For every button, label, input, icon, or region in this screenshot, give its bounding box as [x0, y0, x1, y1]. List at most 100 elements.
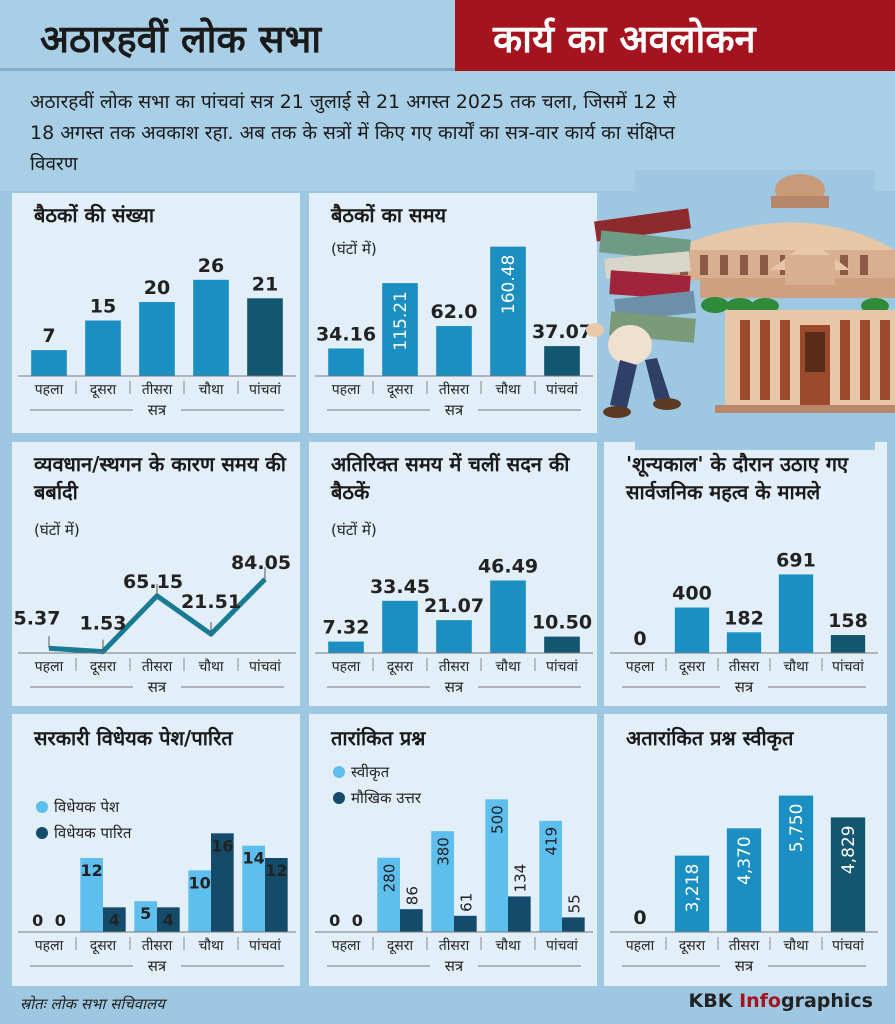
chart-zero-hour: 0 400 182 691 158 पहला दूसरा तीसरा चौथा पांचवां सत… [610, 549, 878, 696]
bar [139, 302, 175, 376]
data-label: 400 [672, 583, 712, 605]
tick-label: पांचवां [249, 659, 281, 675]
bar [454, 915, 477, 932]
bar [265, 858, 288, 932]
chart-unit: (घंटों में) [331, 240, 377, 258]
brand-info: Info [739, 990, 781, 1012]
panel-extra-hours: अतिरिक्त समय में चलीं सदन की बैठकें (घंट… [309, 442, 597, 706]
data-label: 21.07 [424, 595, 484, 617]
tick-label: पहला [35, 659, 64, 675]
bar [436, 620, 472, 653]
chart-title: अतिरिक्त समय में चलीं सदन की बैठकें [331, 452, 570, 504]
bar [134, 901, 157, 932]
bar [544, 346, 580, 376]
parliament-illustration [586, 170, 895, 450]
data-label: 4,370 [735, 836, 755, 885]
data-label: 62.0 [431, 301, 478, 323]
tick-label: पांचवां [249, 382, 281, 398]
data-label: 21.51 [181, 591, 241, 613]
bar [377, 857, 400, 932]
data-label: 20 [144, 277, 170, 299]
data-label: 3,218 [683, 864, 703, 913]
tick-label: पांचवां [546, 382, 578, 398]
bar [193, 279, 229, 376]
bar [778, 574, 814, 653]
panel-unstarred-questions: अतारांकित प्रश्न स्वीकृत 0 3,218 4,370 5,75… [604, 714, 887, 986]
tick-label: पांचवां [832, 938, 864, 954]
bar [674, 855, 710, 932]
data-label: 4 [163, 910, 174, 929]
data-label: 21 [252, 273, 278, 295]
x-axis-label: सत्र [735, 678, 754, 696]
tick-label: दूसरा [387, 938, 414, 955]
bar [80, 858, 103, 932]
chart-title: बैठकों का समय [331, 203, 447, 227]
tick-label: चौथा [198, 381, 223, 398]
tick-label: पहला [626, 938, 655, 954]
data-label: 55 [565, 894, 583, 913]
data-label: 16 [211, 836, 233, 855]
tick-label: पहला [332, 382, 361, 398]
chart-sitting-hours: 34.16 115.21 62.0 160.48 37.07 पहला दूसरा तीसरा… [315, 246, 593, 419]
panel-sitting-hours: बैठकों का समय (घंटों में) 34.16 115.21 62.… [309, 193, 597, 433]
bar [211, 833, 234, 932]
header-right: कार्य का अवलोकन [455, 0, 895, 71]
data-label: 33.45 [370, 576, 430, 598]
tick-label: तीसरा [439, 937, 470, 954]
data-label: 15 [90, 296, 116, 318]
panel-zero-hour: 'शून्यकाल' के दौरान उठाए गए सार्वजनिक मह… [604, 442, 887, 706]
legend-swatch [36, 827, 48, 839]
tick-label: पहला [35, 938, 64, 954]
bar [436, 326, 472, 376]
bar [726, 828, 762, 932]
tick-label: चौथा [495, 937, 520, 954]
tick-label: दूसरा [90, 938, 117, 955]
tick-label: पहला [626, 659, 655, 675]
bar [830, 817, 866, 932]
tick-label: चौथा [783, 658, 808, 675]
panel-starred-questions: तारांकित प्रश्न स्वीकृत 0 280 380 500 419 मौखि… [309, 714, 597, 986]
tick-label: दूसरा [387, 659, 414, 676]
tick-label: चौथा [783, 937, 808, 954]
bar [508, 896, 531, 932]
data-label: 380 [435, 837, 453, 866]
data-label: 10 [189, 873, 211, 892]
chart-title: व्यवधान/स्थगन के कारण समय की बर्बादी [34, 452, 286, 504]
chart-title: अतारांकित प्रश्न स्वीकृत [626, 726, 794, 750]
tick-label: तीसरा [439, 658, 470, 675]
bar [726, 632, 762, 653]
legend-swatch [333, 766, 345, 778]
header-left: अठारहवीं लोक सभा [0, 0, 455, 71]
tick-label: पांचवां [546, 659, 578, 675]
legend-swatch [333, 792, 345, 804]
data-label: 7.32 [323, 617, 370, 639]
data-label: 134 [511, 864, 529, 893]
chart-unit: (घंटों में) [34, 521, 80, 539]
tick-label: दूसरा [679, 659, 706, 676]
legend-label: मौखिक उत्तर [351, 789, 422, 807]
data-label: 5.37 [14, 607, 61, 629]
data-label: 182 [724, 607, 764, 629]
chart-unstarred-questions: 0 3,218 4,370 5,750 4,829 पहला दूसरा तीसरा चौथा प… [610, 795, 878, 975]
data-label: 5,750 [787, 804, 807, 853]
data-label: 0 [55, 911, 66, 930]
bar [103, 907, 126, 932]
data-label: 0 [352, 911, 363, 930]
bar [328, 641, 364, 653]
x-axis-label: सत्र [735, 957, 754, 975]
bar [247, 298, 283, 376]
data-label: 280 [381, 864, 399, 893]
data-label: 86 [403, 886, 421, 905]
bar [490, 580, 526, 653]
data-label: 34.16 [316, 323, 376, 345]
header-right-title: कार्य का अवलोकन [493, 17, 756, 61]
chart-title: बैठकों की संख्या [34, 203, 155, 227]
bar [382, 600, 418, 653]
data-label: 500 [489, 805, 507, 834]
tick-label: तीसरा [142, 658, 173, 675]
data-label: 158 [828, 610, 868, 632]
bar [328, 348, 364, 376]
chart-unit: (घंटों में) [331, 521, 377, 539]
bar [400, 909, 423, 932]
panel-sittings-count: बैठकों की संख्या 7 15 20 26 21 पहला दूसरा तीसरा… [12, 193, 300, 433]
